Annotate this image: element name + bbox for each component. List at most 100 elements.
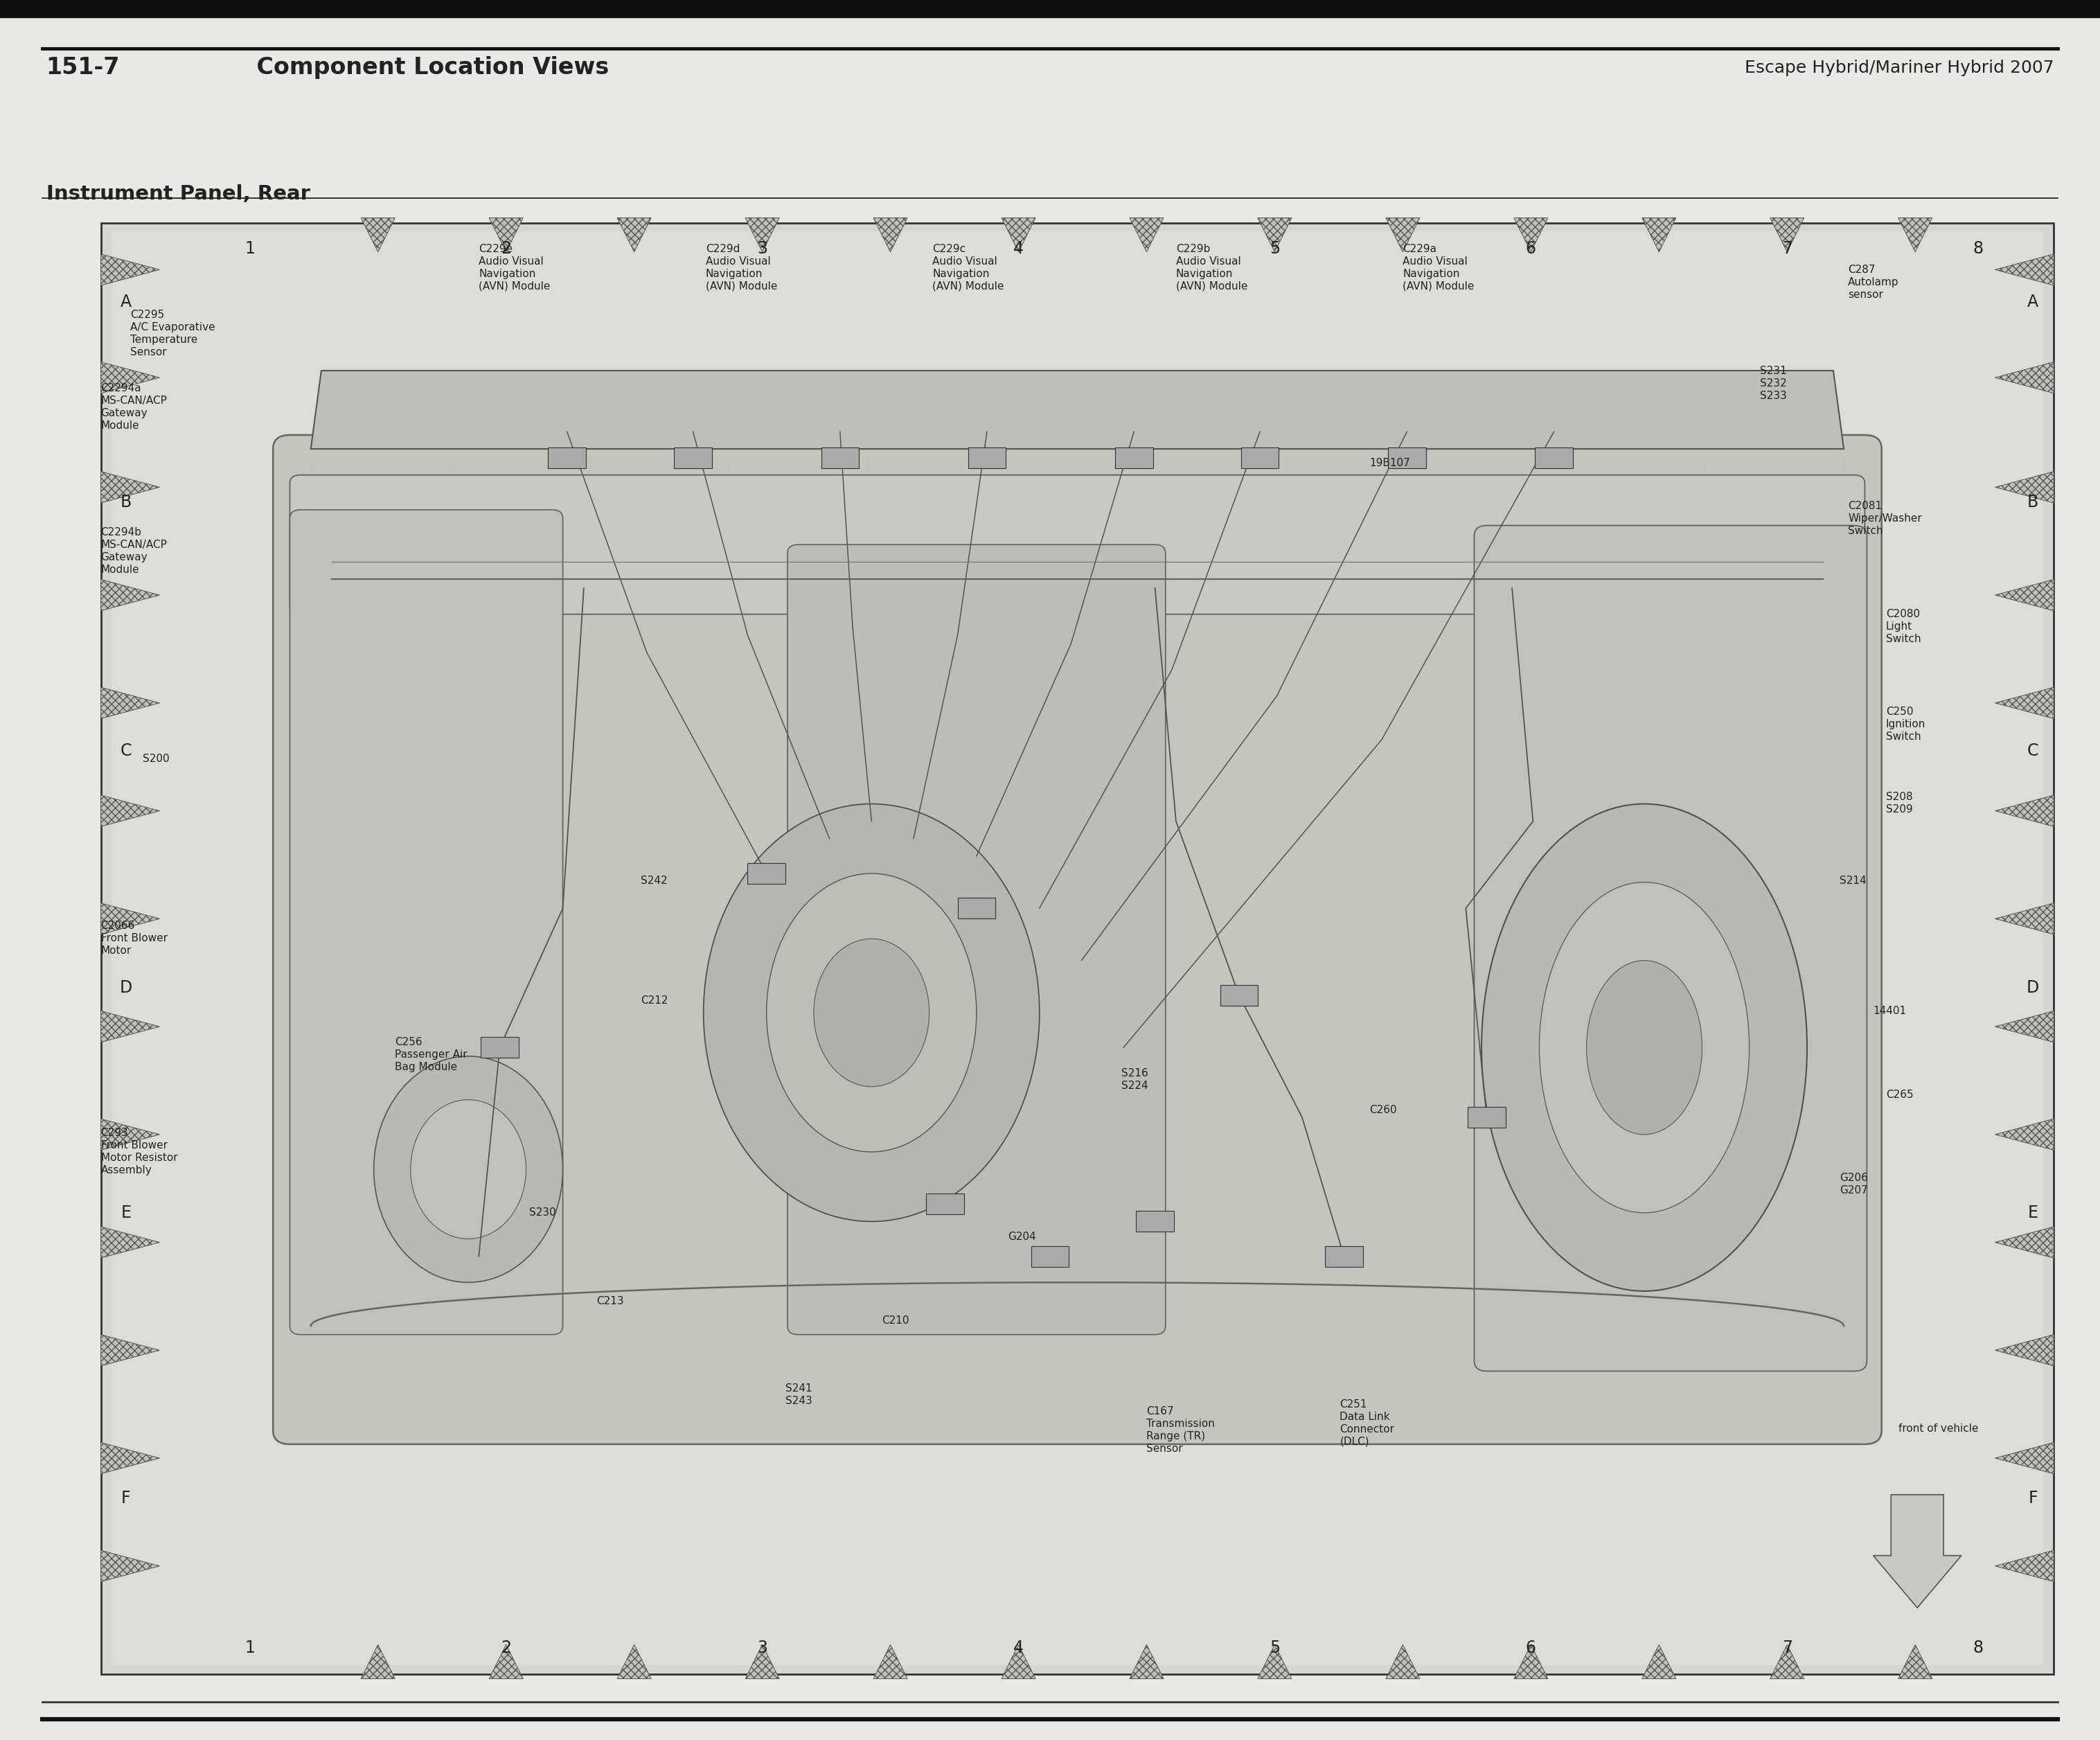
Polygon shape xyxy=(617,218,651,252)
Text: 14401: 14401 xyxy=(1873,1006,1907,1016)
Polygon shape xyxy=(1002,1644,1035,1679)
Polygon shape xyxy=(617,1644,651,1679)
Text: S230: S230 xyxy=(529,1208,556,1218)
Bar xyxy=(926,1194,964,1215)
Text: 6: 6 xyxy=(1527,240,1535,258)
Bar xyxy=(674,447,712,468)
FancyArrow shape xyxy=(1873,1495,1961,1608)
Text: C250
Ignition
Switch: C250 Ignition Switch xyxy=(1886,706,1926,741)
Ellipse shape xyxy=(1539,882,1749,1213)
Bar xyxy=(1468,1107,1506,1128)
Polygon shape xyxy=(1995,1550,2054,1582)
Text: C229e
Audio Visual
Navigation
(AVN) Module: C229e Audio Visual Navigation (AVN) Modu… xyxy=(479,244,550,291)
Polygon shape xyxy=(1386,218,1420,252)
Text: S216
S224: S216 S224 xyxy=(1121,1068,1149,1091)
Polygon shape xyxy=(1995,903,2054,934)
Text: C265: C265 xyxy=(1886,1089,1913,1100)
Text: B: B xyxy=(2027,494,2039,510)
Bar xyxy=(111,231,2043,1665)
Polygon shape xyxy=(361,1644,395,1679)
Text: 1: 1 xyxy=(246,240,254,258)
Polygon shape xyxy=(746,1644,779,1679)
Text: B: B xyxy=(120,494,132,510)
Polygon shape xyxy=(101,687,160,719)
Text: 151-7: 151-7 xyxy=(46,56,120,80)
Bar xyxy=(548,447,586,468)
Bar xyxy=(1031,1246,1069,1267)
Bar xyxy=(958,898,995,919)
Text: 7: 7 xyxy=(1783,1639,1791,1656)
Polygon shape xyxy=(1514,218,1548,252)
Text: 2: 2 xyxy=(502,240,510,258)
Bar xyxy=(1535,447,1573,468)
Text: 8: 8 xyxy=(1974,1639,1982,1656)
Bar xyxy=(481,1037,519,1058)
Text: 7: 7 xyxy=(1783,240,1791,258)
Polygon shape xyxy=(1995,579,2054,611)
FancyBboxPatch shape xyxy=(290,475,1865,614)
Text: C2294b
MS-CAN/ACP
Gateway
Module: C2294b MS-CAN/ACP Gateway Module xyxy=(101,527,168,574)
Text: C229b
Audio Visual
Navigation
(AVN) Module: C229b Audio Visual Navigation (AVN) Modu… xyxy=(1176,244,1247,291)
Text: 19B107: 19B107 xyxy=(1369,458,1409,468)
Text: C229a
Audio Visual
Navigation
(AVN) Module: C229a Audio Visual Navigation (AVN) Modu… xyxy=(1403,244,1474,291)
Text: C2295
A/C Evaporative
Temperature
Sensor: C2295 A/C Evaporative Temperature Sensor xyxy=(130,310,214,357)
Polygon shape xyxy=(101,254,160,285)
Polygon shape xyxy=(1995,472,2054,503)
Text: S214: S214 xyxy=(1840,875,1867,886)
Polygon shape xyxy=(874,218,907,252)
Polygon shape xyxy=(101,472,160,503)
Text: C212: C212 xyxy=(640,995,668,1006)
Text: 8: 8 xyxy=(1974,240,1982,258)
Polygon shape xyxy=(101,1335,160,1366)
Bar xyxy=(1325,1246,1363,1267)
Text: A: A xyxy=(120,294,132,310)
Text: S200: S200 xyxy=(143,753,170,764)
Polygon shape xyxy=(1514,1644,1548,1679)
Text: 5: 5 xyxy=(1268,240,1281,258)
Polygon shape xyxy=(1642,218,1676,252)
Text: C251
Data Link
Connector
(DLC): C251 Data Link Connector (DLC) xyxy=(1340,1399,1394,1446)
Bar xyxy=(101,223,2054,1674)
Bar xyxy=(1220,985,1258,1006)
Ellipse shape xyxy=(412,1100,525,1239)
Text: D: D xyxy=(2027,980,2039,995)
FancyBboxPatch shape xyxy=(788,545,1166,1335)
Text: Instrument Panel, Rear: Instrument Panel, Rear xyxy=(46,184,311,204)
Text: F: F xyxy=(122,1489,130,1507)
Text: E: E xyxy=(2029,1204,2037,1221)
Polygon shape xyxy=(1995,362,2054,393)
Polygon shape xyxy=(101,1119,160,1150)
Polygon shape xyxy=(311,371,1844,449)
Polygon shape xyxy=(101,579,160,611)
Text: front of vehicle: front of vehicle xyxy=(1898,1423,1978,1434)
Text: 2: 2 xyxy=(502,1639,510,1656)
Text: C2066
Front Blower
Motor: C2066 Front Blower Motor xyxy=(101,920,168,955)
Polygon shape xyxy=(101,1011,160,1042)
Text: 5: 5 xyxy=(1268,1639,1281,1656)
Text: C167
Transmission
Range (TR)
Sensor: C167 Transmission Range (TR) Sensor xyxy=(1147,1406,1216,1453)
Text: 3: 3 xyxy=(758,240,766,258)
Text: 1: 1 xyxy=(246,1639,254,1656)
Text: C213: C213 xyxy=(596,1296,624,1307)
Ellipse shape xyxy=(1586,960,1701,1134)
Bar xyxy=(1241,447,1279,468)
Text: S208
S209: S208 S209 xyxy=(1886,792,1913,814)
Polygon shape xyxy=(101,903,160,934)
Bar xyxy=(748,863,785,884)
FancyBboxPatch shape xyxy=(290,510,563,1335)
Text: C: C xyxy=(120,743,132,759)
Bar xyxy=(1388,447,1426,468)
Bar xyxy=(821,447,859,468)
Text: Escape Hybrid/Mariner Hybrid 2007: Escape Hybrid/Mariner Hybrid 2007 xyxy=(1745,59,2054,77)
Polygon shape xyxy=(489,218,523,252)
Polygon shape xyxy=(1130,218,1163,252)
Polygon shape xyxy=(1386,1644,1420,1679)
Polygon shape xyxy=(1995,1335,2054,1366)
Polygon shape xyxy=(101,1227,160,1258)
Polygon shape xyxy=(1995,795,2054,826)
Polygon shape xyxy=(361,218,395,252)
Polygon shape xyxy=(1258,218,1292,252)
Text: E: E xyxy=(122,1204,130,1221)
Bar xyxy=(1115,447,1153,468)
Text: G204: G204 xyxy=(1008,1232,1035,1242)
